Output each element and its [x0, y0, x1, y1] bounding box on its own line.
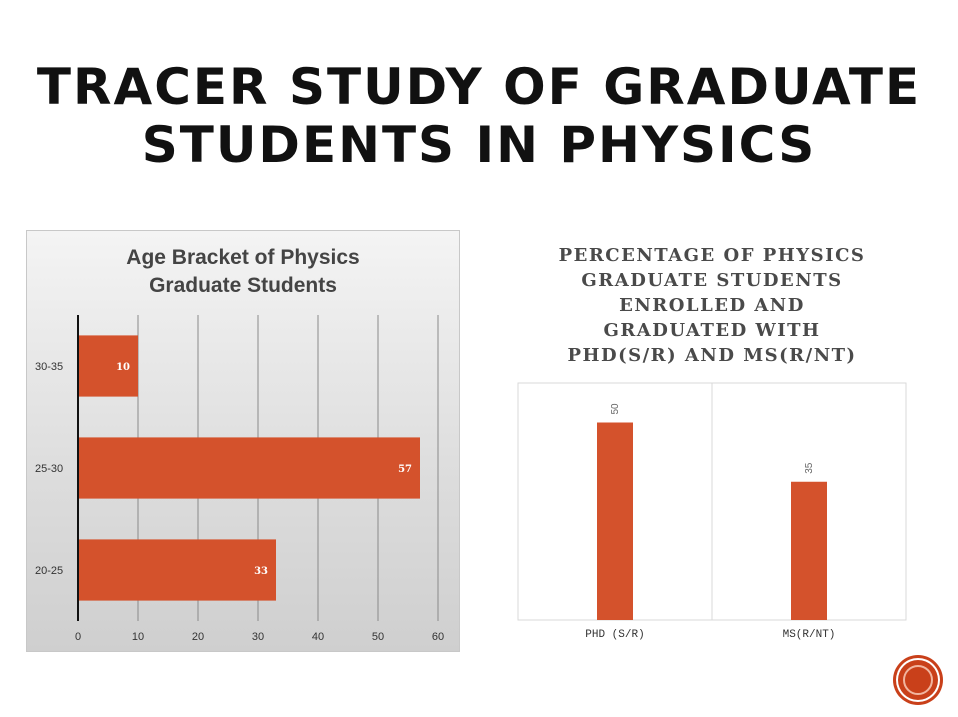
chart1-x-tick-label: 30	[252, 631, 264, 643]
chart1-bar	[78, 335, 138, 397]
chart2-category-label: PHD (S/R)	[585, 629, 644, 641]
enrollment-chart-title-line-3: ENROLLED AND	[619, 295, 805, 316]
age-bracket-chart-svg: Age Bracket of Physics Graduate Students 0…	[35, 246, 444, 643]
chart1-x-tick-label: 0	[75, 631, 81, 643]
next-slide-button[interactable]	[896, 658, 940, 702]
chart1-x-tick-label: 10	[132, 631, 144, 643]
enrollment-chart-title-line-4: GRADUATED WITH	[603, 320, 821, 341]
enrollment-chart-title-line-2: GRADUATE STUDENTS	[581, 270, 843, 291]
chart1-x-tick-label: 20	[192, 631, 204, 643]
chart1-x-tick-label: 50	[372, 631, 384, 643]
enrollment-chart-title-line-1: PERCENTAGE OF PHYSICS	[558, 245, 866, 266]
enrollment-chart: 50 PHD (S/R) 35 MS(R/NT)	[508, 375, 918, 645]
circle-icon	[903, 665, 933, 695]
chart1-x-tick-label: 60	[432, 631, 444, 643]
chart2-bar	[791, 481, 827, 620]
chart1-bar	[78, 539, 276, 601]
enrollment-chart-svg: 50 PHD (S/R) 35 MS(R/NT)	[517, 382, 907, 641]
chart1-title-line: Age Bracket of Physics	[126, 246, 359, 269]
chart1-x-tick-label: 40	[312, 631, 324, 643]
enrollment-chart-title-line-5: PHD(S/R) AND MS(R/NT)	[567, 345, 857, 366]
chart2-bar	[597, 422, 633, 620]
chart1-data-label: 33	[254, 566, 268, 577]
slide-title-line-1: TRACER STUDY OF GRADUATE	[36, 58, 922, 116]
chart1-bar	[78, 437, 420, 499]
chart1-data-label: 10	[116, 362, 130, 373]
chart2-category-label: MS(R/NT)	[783, 629, 836, 641]
chart1-category-label: 30-35	[35, 361, 63, 373]
chart1-data-label: 57	[398, 464, 412, 475]
slide-title-line-2: STUDENTS IN PHYSICS	[141, 116, 817, 174]
chart1-title-line: Graduate Students	[149, 274, 337, 297]
age-bracket-chart: Age Bracket of Physics Graduate Students 0…	[26, 230, 460, 652]
chart1-category-label: 25-30	[35, 463, 63, 475]
enrollment-chart-title: PERCENTAGE OF PHYSICS GRADUATE STUDENTS …	[530, 243, 894, 368]
chart1-category-label: 20-25	[35, 565, 63, 577]
chart2-data-label: 35	[804, 462, 815, 474]
chart2-data-label: 50	[610, 403, 621, 415]
slide-title: TRACER STUDY OF GRADUATE STUDENTS IN PHY…	[0, 58, 958, 174]
